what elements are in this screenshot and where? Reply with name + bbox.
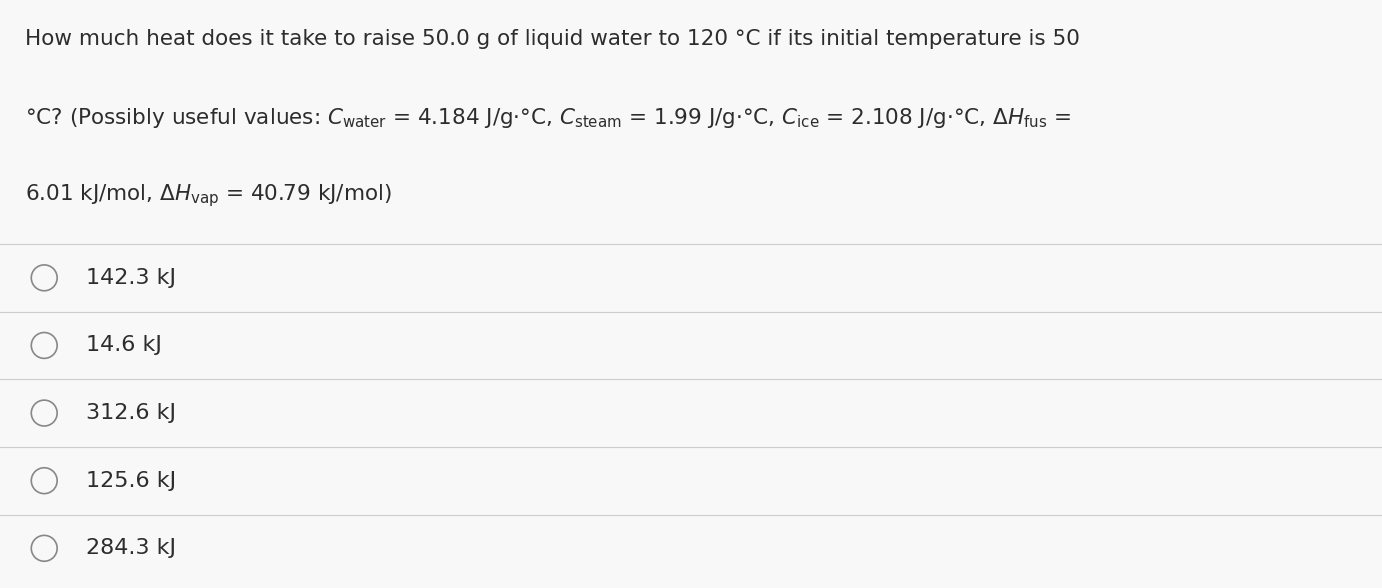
Text: 284.3 kJ: 284.3 kJ (86, 538, 176, 559)
Text: °C? (Possibly useful values: $C_{\mathrm{water}}$ = 4.184 J/g·°C, $C_{\mathrm{st: °C? (Possibly useful values: $C_{\mathrm… (25, 106, 1071, 130)
Text: 14.6 kJ: 14.6 kJ (86, 335, 162, 356)
Text: How much heat does it take to raise 50.0 g of liquid water to 120 °C if its init: How much heat does it take to raise 50.0… (25, 29, 1079, 49)
Text: 312.6 kJ: 312.6 kJ (86, 403, 176, 423)
Text: 125.6 kJ: 125.6 kJ (86, 470, 176, 491)
Text: 142.3 kJ: 142.3 kJ (86, 268, 176, 288)
Text: 6.01 kJ/mol, Δ$H_{\mathrm{vap}}$ = 40.79 kJ/mol): 6.01 kJ/mol, Δ$H_{\mathrm{vap}}$ = 40.79… (25, 182, 391, 209)
